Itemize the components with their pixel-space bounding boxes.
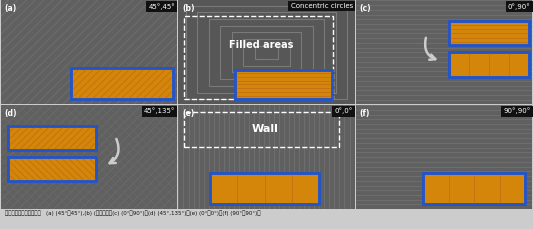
Bar bbox=[423, 173, 525, 204]
Bar bbox=[8, 126, 96, 150]
Bar bbox=[449, 52, 529, 77]
Text: 不同填充路径的示意图：   (a) (45°，45°),(b) (同心圆），(c) (0°，90°)，(d) (45°,135°)，(e) (0°，0°)，(f: 不同填充路径的示意图： (a) (45°，45°),(b) (同心圆），(c) … bbox=[5, 210, 261, 216]
Text: Wall: Wall bbox=[251, 124, 278, 134]
Bar bbox=[449, 21, 529, 45]
Bar bbox=[71, 68, 173, 99]
Text: (e): (e) bbox=[182, 109, 194, 117]
Bar bbox=[244, 39, 289, 66]
Text: (b): (b) bbox=[182, 4, 195, 13]
Bar bbox=[235, 70, 332, 99]
Bar bbox=[449, 21, 529, 45]
Bar bbox=[197, 12, 336, 93]
Text: Concentric circles: Concentric circles bbox=[290, 3, 353, 9]
Text: (c): (c) bbox=[360, 4, 372, 13]
Text: 45°,45°: 45°,45° bbox=[148, 3, 175, 10]
Bar bbox=[8, 126, 96, 150]
Text: 0°,0°: 0°,0° bbox=[335, 108, 353, 114]
Bar bbox=[232, 32, 301, 72]
Bar bbox=[210, 173, 319, 204]
Text: 45°,135°: 45°,135° bbox=[144, 108, 175, 114]
Bar bbox=[8, 157, 96, 181]
Text: 90°,90°: 90°,90° bbox=[503, 108, 530, 114]
Bar bbox=[235, 70, 332, 99]
Text: (a): (a) bbox=[4, 4, 17, 13]
Bar bbox=[255, 46, 278, 59]
Bar bbox=[235, 70, 332, 99]
Bar bbox=[8, 157, 96, 181]
Bar bbox=[449, 52, 529, 77]
Text: Filled areas: Filled areas bbox=[229, 41, 293, 50]
Bar bbox=[449, 52, 529, 77]
Bar bbox=[71, 68, 173, 99]
Bar bbox=[184, 16, 334, 99]
Text: 0°,90°: 0°,90° bbox=[508, 3, 530, 10]
Text: (f): (f) bbox=[360, 109, 370, 117]
Bar bbox=[8, 126, 96, 150]
Bar bbox=[423, 173, 525, 204]
Bar bbox=[423, 173, 525, 204]
Bar bbox=[210, 173, 319, 204]
Bar bbox=[220, 26, 313, 79]
Bar bbox=[8, 157, 96, 181]
Bar bbox=[210, 173, 319, 204]
Bar bbox=[71, 68, 173, 99]
Bar bbox=[184, 112, 338, 147]
Text: (d): (d) bbox=[4, 109, 17, 117]
Bar bbox=[449, 21, 529, 45]
Bar bbox=[208, 19, 325, 86]
